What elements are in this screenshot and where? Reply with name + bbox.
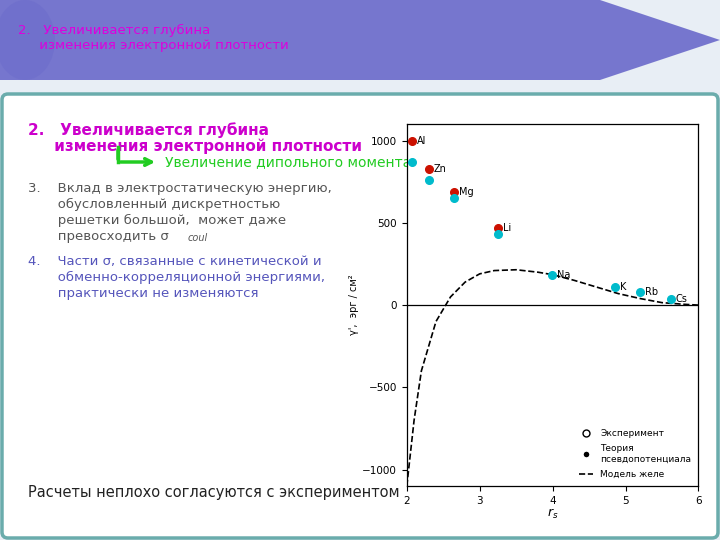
- Text: 4.    Части σ, связанные с кинетической и: 4. Части σ, связанные с кинетической и: [28, 255, 322, 268]
- PathPatch shape: [0, 0, 720, 80]
- Text: решетки большой,  может даже: решетки большой, может даже: [28, 214, 286, 227]
- Text: coul: coul: [188, 233, 208, 243]
- FancyBboxPatch shape: [2, 94, 718, 538]
- Legend: Эксперимент, Теория
псевдопотенциала, Модель желе: Эксперимент, Теория псевдопотенциала, Мо…: [577, 426, 694, 482]
- Text: Zn: Zn: [433, 164, 446, 173]
- Text: Al: Al: [417, 136, 426, 146]
- Y-axis label: γ',  эрг / см²: γ', эрг / см²: [349, 275, 359, 335]
- Text: Na: Na: [557, 269, 570, 280]
- Text: Mg: Mg: [459, 187, 474, 197]
- Text: Rb: Rb: [645, 287, 658, 297]
- Text: 2.   Увеличивается глубина: 2. Увеличивается глубина: [18, 23, 210, 37]
- Text: практически не изменяются: практически не изменяются: [28, 287, 258, 300]
- Ellipse shape: [0, 0, 55, 80]
- Text: 3.    Вклад в электростатическую энергию,: 3. Вклад в электростатическую энергию,: [28, 182, 332, 195]
- Text: 2.   Увеличивается глубина: 2. Увеличивается глубина: [28, 122, 269, 138]
- Text: Li: Li: [503, 223, 511, 233]
- Text: K: K: [621, 282, 627, 292]
- Text: изменения электронной плотности: изменения электронной плотности: [28, 138, 362, 153]
- Text: Расчеты неплохо согласуются с экспериментом: Расчеты неплохо согласуются с эксперимен…: [28, 485, 400, 500]
- Text: Cs: Cs: [676, 294, 688, 305]
- X-axis label: $r_s$: $r_s$: [547, 507, 558, 521]
- Text: обусловленный дискретностью: обусловленный дискретностью: [28, 198, 280, 211]
- Text: превосходить σ: превосходить σ: [28, 230, 168, 243]
- Text: Увеличение дипольного момента: Увеличение дипольного момента: [165, 155, 411, 169]
- Text: обменно-корреляционной энергиями,: обменно-корреляционной энергиями,: [28, 271, 325, 284]
- Text: изменения электронной плотности: изменения электронной плотности: [18, 39, 289, 52]
